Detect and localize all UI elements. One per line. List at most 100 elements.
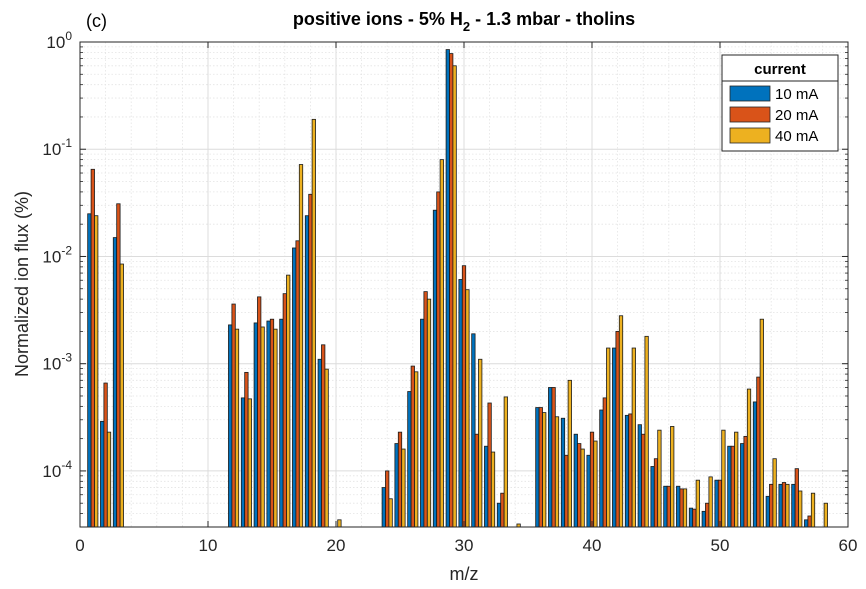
- panel-label: (c): [86, 11, 107, 31]
- bar-40ma: [542, 412, 547, 528]
- bar-20ma: [717, 479, 723, 528]
- bar-20ma: [449, 53, 454, 528]
- chart-title: positive ions - 5% H2 - 1.3 mbar - tholi…: [293, 9, 635, 34]
- bar-20ma: [628, 413, 633, 528]
- bar-40ma: [119, 263, 124, 528]
- bar-10ma: [394, 443, 399, 528]
- bar-40ma: [324, 368, 329, 528]
- bar-20ma: [564, 454, 569, 528]
- y-tick-label: 10-3: [42, 351, 72, 374]
- bar-10ma: [496, 502, 502, 528]
- bar-40ma: [593, 440, 598, 528]
- bar-20ma: [807, 515, 812, 528]
- legend-title: current: [754, 61, 806, 78]
- bar-40ma: [618, 315, 624, 528]
- bar-20ma: [397, 431, 403, 528]
- bar-20ma: [653, 458, 659, 528]
- y-tick-label: 100: [46, 29, 72, 52]
- x-axis-label: m/z: [450, 564, 479, 584]
- bar-40ma: [631, 347, 636, 528]
- bar-40ma: [426, 298, 432, 528]
- title-subscript: 2: [463, 19, 470, 34]
- bar-40ma: [721, 429, 726, 528]
- bar-20ma: [781, 482, 787, 528]
- legend: current 10 mA 20 mA 40 mA: [721, 54, 839, 152]
- bar-40ma: [567, 379, 572, 528]
- x-tick-label: 50: [711, 536, 730, 555]
- bar-10ma: [100, 420, 105, 528]
- bar-10ma: [548, 387, 553, 528]
- y-tick-exponent: -4: [61, 458, 72, 472]
- bar-10ma: [292, 247, 297, 528]
- bar-10ma: [381, 487, 386, 528]
- bar-10ma: [663, 485, 668, 528]
- y-tick-exponent: -2: [61, 243, 72, 257]
- bar-20ma: [589, 431, 595, 528]
- bar-10ma: [612, 347, 617, 528]
- bar-10ma: [701, 510, 706, 528]
- bar-40ma: [554, 416, 560, 528]
- bar-20ma: [410, 365, 415, 528]
- bar-20ma: [743, 435, 748, 528]
- bar-10ma: [420, 318, 425, 528]
- bar-40ma: [708, 476, 713, 528]
- bar-20ma: [244, 371, 249, 528]
- bar-10ma: [778, 483, 783, 528]
- x-tick-label: 10: [199, 536, 218, 555]
- bar-10ma: [791, 483, 796, 528]
- bar-10ma: [586, 454, 591, 528]
- legend-swatch-10ma: [729, 85, 771, 102]
- y-tick-base: 10: [42, 355, 61, 374]
- bar-20ma: [116, 203, 121, 528]
- y-tick-label: 10-4: [42, 458, 72, 481]
- bar-10ma: [727, 445, 732, 528]
- bar-20ma: [308, 193, 313, 528]
- bar-40ma: [772, 458, 777, 528]
- bar-40ma: [311, 118, 316, 528]
- bar-40ma: [606, 347, 611, 528]
- bar-20ma: [551, 387, 556, 528]
- bar-10ma: [599, 409, 604, 528]
- bar-40ma: [580, 448, 585, 528]
- bar-40ma: [746, 388, 752, 528]
- bar-40ma: [465, 289, 470, 528]
- bar-40ma: [759, 318, 764, 528]
- bar-10ma: [445, 49, 450, 528]
- bar-10ma: [765, 495, 770, 528]
- bar-20ma: [269, 318, 275, 528]
- bar-40ma: [337, 519, 342, 528]
- bar-10ma: [253, 322, 258, 528]
- bar-20ma: [436, 191, 441, 528]
- bar-40ma: [644, 335, 649, 528]
- bar-10ma: [714, 479, 719, 528]
- bar-10ma: [752, 401, 758, 528]
- bar-10ma: [458, 279, 463, 528]
- bar-40ma: [490, 451, 496, 528]
- bar-40ma: [94, 215, 99, 528]
- bar-10ma: [317, 358, 322, 528]
- bar-40ma: [734, 431, 739, 528]
- x-tick-label: 60: [839, 536, 858, 555]
- bar-20ma: [769, 483, 774, 528]
- bar-20ma: [103, 382, 108, 528]
- bar-40ma: [401, 448, 406, 528]
- bar-20ma: [794, 468, 799, 528]
- y-tick-exponent: -1: [61, 136, 72, 150]
- bar-10ma: [304, 215, 310, 528]
- bar-20ma: [577, 443, 582, 528]
- x-tick-label: 20: [327, 536, 346, 555]
- bar-20ma: [692, 508, 697, 528]
- y-tick-label: 10-1: [42, 136, 72, 159]
- legend-swatch-20ma: [729, 106, 771, 123]
- title-rest: - 1.3 mbar - tholins: [470, 9, 635, 29]
- bar-40ma: [670, 426, 675, 528]
- bar-10ma: [279, 318, 284, 528]
- bar-20ma: [615, 331, 620, 528]
- title-main-part: positive ions - 5% H: [293, 9, 463, 29]
- bar-10ma: [240, 397, 246, 528]
- bar-20ma: [641, 433, 646, 528]
- y-tick-base: 10: [42, 140, 61, 159]
- y-tick-label: 10-2: [42, 243, 72, 266]
- legend-box: [721, 54, 839, 152]
